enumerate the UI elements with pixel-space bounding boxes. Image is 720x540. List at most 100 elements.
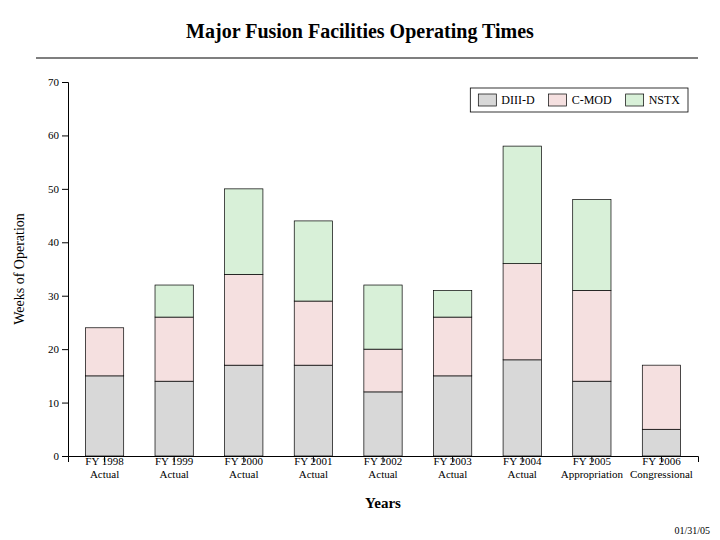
tick-label-line: Actual (229, 468, 258, 480)
tick-mark (62, 82, 68, 83)
bar (294, 301, 332, 365)
legend-item: C-MOD (549, 93, 612, 107)
tick-label: 40 (48, 236, 60, 248)
legend: DIII-D C-MOD NSTX (470, 88, 688, 112)
tick-label-line: Actual (159, 468, 188, 480)
legend-item: NSTX (626, 93, 681, 107)
tick-label: FY 2002Actual (364, 455, 402, 480)
legend-frame (470, 88, 688, 112)
tick-label-line: FY 2001 (294, 455, 332, 467)
title: Major Fusion Facilities Operating Times (186, 20, 534, 43)
axis-line (62, 83, 69, 457)
bar (294, 221, 332, 301)
bar (503, 264, 541, 360)
tick-label: 0 (54, 450, 60, 462)
legend-label: C-MOD (572, 93, 612, 107)
bar (294, 365, 332, 456)
tick-label-line: FY 2005 (573, 455, 612, 467)
tick: 60 (48, 129, 68, 141)
tick-label: 70 (48, 76, 60, 88)
legend-swatch (549, 94, 567, 106)
tick-label: FY 2004Actual (503, 455, 542, 480)
tick-label-line: Actual (368, 468, 397, 480)
bar (433, 376, 471, 456)
bar (573, 381, 611, 456)
bar (85, 327, 123, 328)
tick-label-line: Congressional (630, 468, 693, 480)
tick-label-line: FY 1999 (155, 455, 194, 467)
tick-label: FY 2001Actual (294, 455, 332, 480)
bar (225, 189, 263, 274)
bar (642, 429, 680, 456)
tick: FY 2001Actual (294, 455, 332, 480)
legend-label: NSTX (649, 93, 681, 107)
tick: 50 (48, 183, 68, 195)
tick: FY 1998Actual (85, 455, 124, 480)
tick: FY 2004Actual (503, 455, 542, 480)
bar (364, 285, 402, 349)
y-axis: 0 10 20 30 40 50 60 70 (48, 76, 69, 462)
tick-mark (62, 296, 68, 297)
bar (364, 392, 402, 456)
bar (642, 365, 680, 429)
tick-label: 10 (48, 397, 60, 409)
tick: 70 (48, 76, 68, 88)
tick-mark (62, 189, 68, 190)
x-axis: FY 1998ActualFY 1999ActualFY 2000ActualF… (69, 455, 699, 480)
tick-label-line: FY 2000 (225, 455, 264, 467)
tick-label: FY 2006Congressional (630, 455, 693, 480)
tick-mark (62, 135, 68, 136)
legend-swatch (478, 94, 496, 106)
tick: 40 (48, 236, 68, 248)
footnote: 01/31/05 (674, 525, 710, 536)
legend-item: DIII-D (478, 93, 535, 107)
tick: 0 (54, 450, 69, 462)
bar (85, 376, 123, 456)
bars (85, 146, 680, 456)
bar (225, 274, 263, 365)
title-rule (36, 57, 698, 58)
tick-label: 30 (48, 290, 60, 302)
tick-mark (62, 403, 68, 404)
tick-label: FY 2003Actual (433, 455, 472, 480)
tick: FY 1999Actual (155, 455, 194, 480)
tick-label: FY 2005Appropriation (561, 455, 624, 480)
tick-label: FY 2000Actual (225, 455, 264, 480)
tick-label-line: FY 2004 (503, 455, 542, 467)
tick-label: 50 (48, 183, 60, 195)
tick-label-line: Actual (508, 468, 537, 480)
tick-label-line: Appropriation (561, 468, 624, 480)
chart: Major Fusion Facilities Operating Times 0… (0, 0, 720, 540)
bar (364, 349, 402, 392)
x-axis-title: Years (365, 495, 401, 511)
tick-label: FY 1998Actual (85, 455, 124, 480)
bar (433, 290, 471, 317)
tick: FY 2000Actual (225, 455, 264, 480)
tick-label: FY 1999Actual (155, 455, 194, 480)
bar (433, 317, 471, 376)
bar (155, 381, 193, 456)
tick-mark (62, 349, 68, 350)
tick: FY 2006Congressional (630, 455, 693, 480)
tick-mark (62, 242, 68, 243)
bar (225, 365, 263, 456)
tick-label: 60 (48, 129, 60, 141)
tick: FY 2003Actual (433, 455, 472, 480)
tick-label-line: Actual (438, 468, 467, 480)
tick: FY 2005Appropriation (561, 455, 624, 480)
bar (155, 285, 193, 317)
bar (573, 290, 611, 381)
tick: FY 2002Actual (364, 455, 402, 480)
legend-label: DIII-D (501, 93, 535, 107)
bar-series (155, 146, 611, 349)
bar (642, 365, 680, 366)
tick-label-line: FY 2003 (433, 455, 472, 467)
bar (503, 146, 541, 264)
bar (85, 328, 123, 376)
tick: 20 (48, 343, 68, 355)
y-axis-title: Weeks of Operation (12, 213, 27, 325)
tick-label-line: Actual (90, 468, 119, 480)
tick-label-line: FY 2006 (642, 455, 681, 467)
tick-mark (62, 456, 68, 457)
tick: 30 (48, 290, 68, 302)
